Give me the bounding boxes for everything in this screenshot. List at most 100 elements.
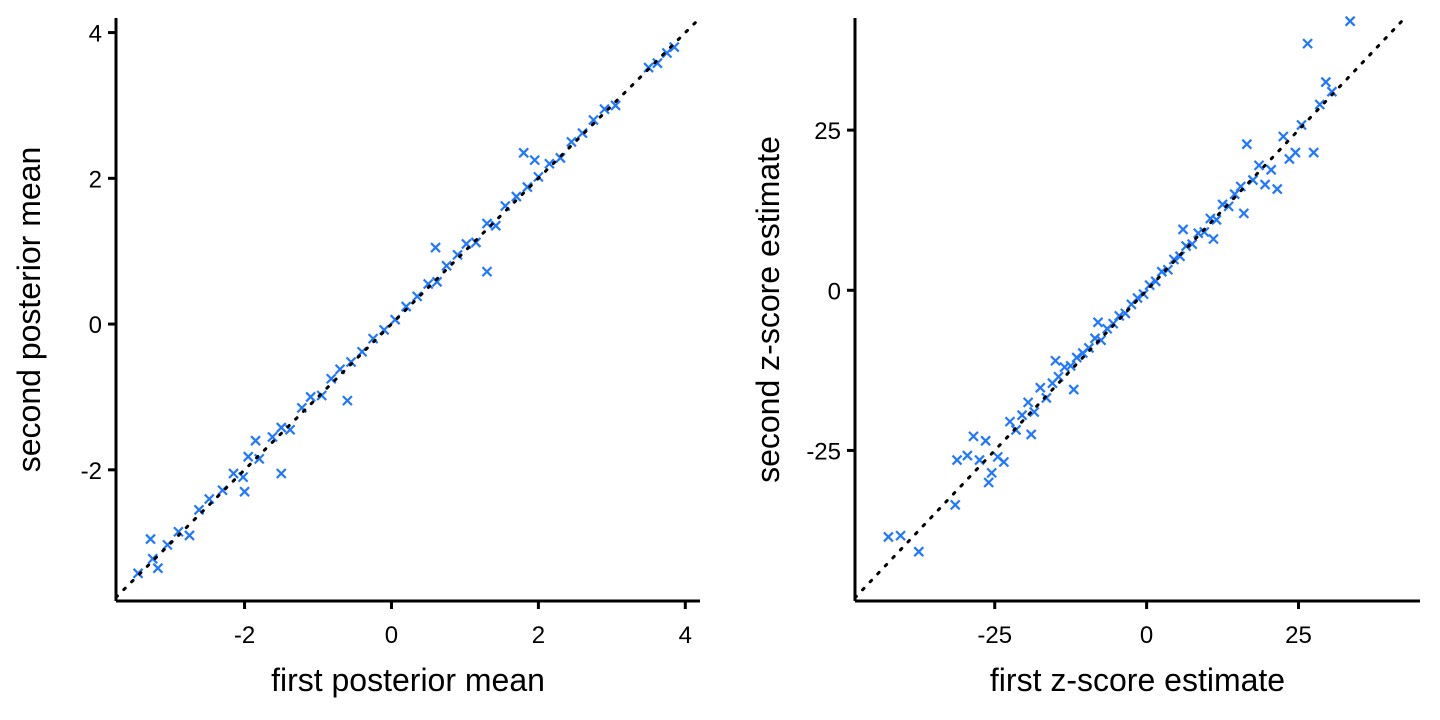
right-scatter-points — [883, 15, 1356, 557]
right-scatter-panel: -25 0 25 -25 0 25 first z-score estimate sec… — [750, 15, 1420, 698]
scatter-point — [883, 531, 894, 543]
scatter-point — [1211, 214, 1222, 226]
scatter-point — [1199, 226, 1210, 238]
x-tick-label: -25 — [977, 622, 1012, 649]
scatter-point — [518, 147, 529, 159]
right-x-ticks: -25 0 25 — [977, 601, 1312, 649]
scatter-point — [968, 431, 979, 442]
scatter-point — [1016, 409, 1028, 421]
scatter-point — [1302, 38, 1313, 49]
scatter-point — [1071, 352, 1083, 363]
scatter-point — [1065, 360, 1076, 372]
x-tick-label: 25 — [1285, 622, 1312, 649]
scatter-point — [276, 468, 287, 479]
scatter-point — [529, 154, 540, 166]
scatter-point — [1208, 233, 1219, 245]
y-tick-label: 2 — [89, 166, 102, 193]
scatter-point — [239, 486, 250, 497]
scatter-point — [173, 526, 184, 538]
scatter-point — [1271, 183, 1283, 195]
scatter-point — [411, 291, 423, 302]
scatter-point — [951, 454, 963, 466]
scatter-point — [132, 568, 144, 579]
scatter-point — [431, 276, 443, 288]
scatter-point — [441, 260, 452, 272]
scatter-point — [511, 191, 522, 202]
scatter-point — [1344, 15, 1356, 27]
scatter-point — [242, 451, 254, 462]
scatter-point — [145, 533, 156, 545]
scatter-point — [588, 114, 599, 126]
scatter-point — [1253, 160, 1265, 171]
scatter-point — [1265, 164, 1277, 176]
x-tick-label: 0 — [385, 622, 398, 649]
scatter-point — [481, 266, 493, 277]
right-y-axis-title: second z-score estimate — [750, 136, 786, 483]
scatter-point — [228, 468, 239, 479]
y-tick-label: 25 — [814, 118, 841, 145]
scatter-point — [204, 493, 215, 505]
x-tick-label: 0 — [1140, 622, 1153, 649]
y-tick-label: 0 — [89, 312, 102, 339]
scatter-point — [1320, 76, 1332, 88]
left-y-ticks: -2 0 2 4 — [81, 21, 116, 485]
scatter-point — [1035, 382, 1046, 393]
scatter-point — [1050, 355, 1061, 367]
scatter-point — [342, 395, 353, 406]
left-x-ticks: -2 0 2 4 — [234, 601, 692, 649]
y-tick-label: 0 — [828, 278, 841, 305]
scatter-point — [1168, 254, 1180, 265]
scatter-point — [1113, 310, 1125, 322]
scatter-point — [147, 553, 159, 565]
scatter-point — [522, 181, 533, 193]
scatter-point — [253, 453, 265, 465]
scatter-point — [1092, 317, 1104, 328]
y-tick-label: -25 — [806, 438, 841, 465]
scatter-point — [1156, 266, 1168, 277]
scatter-point — [305, 391, 316, 403]
scatter-point — [1180, 240, 1192, 252]
scatter-point — [1229, 188, 1240, 200]
left-scatter-panel: -2 0 2 4 -2 0 2 4 first posterior mean second … — [11, 16, 702, 698]
scatter-point — [422, 278, 434, 290]
scatter-point — [430, 242, 441, 253]
scatter-point — [1004, 416, 1016, 427]
y-tick-label: -2 — [81, 458, 102, 485]
scatter-point — [452, 249, 463, 261]
scatter-point — [599, 103, 610, 115]
scatter-point — [367, 333, 379, 344]
right-y-ticks: -25 0 25 — [806, 118, 855, 465]
scatter-point — [1259, 179, 1271, 190]
scatter-point — [962, 450, 973, 461]
scatter-point — [913, 546, 925, 557]
y-tick-label: 4 — [89, 21, 102, 48]
scatter-point — [983, 477, 994, 488]
x-tick-label: 2 — [532, 622, 545, 649]
scatter-point — [1083, 342, 1095, 354]
scatter-point — [1223, 201, 1234, 212]
scatter-point — [1241, 138, 1253, 150]
scatter-point — [1028, 406, 1040, 418]
scatter-point — [986, 467, 997, 479]
scatter-point — [1022, 397, 1034, 408]
scatter-point — [276, 422, 287, 433]
scatter-point — [345, 356, 357, 368]
scatter-point — [980, 435, 991, 447]
scatter-point — [1326, 86, 1338, 97]
scatter-point — [1308, 147, 1319, 158]
x-tick-label: 4 — [679, 622, 692, 649]
scatter-point — [1290, 147, 1301, 158]
scatter-point — [1278, 131, 1289, 142]
scatter-point — [1314, 99, 1326, 110]
scatter-point — [652, 57, 663, 69]
left-x-axis-title: first posterior mean — [271, 662, 545, 698]
left-scatter-points — [132, 41, 680, 579]
scatter-point — [998, 456, 1010, 468]
scatter-point — [610, 100, 621, 111]
left-y-axis-title: second posterior mean — [11, 147, 47, 473]
scatter-point — [544, 158, 555, 170]
scatter-point — [184, 530, 195, 541]
scatter-point — [1177, 224, 1189, 235]
scatter-point — [267, 431, 278, 443]
